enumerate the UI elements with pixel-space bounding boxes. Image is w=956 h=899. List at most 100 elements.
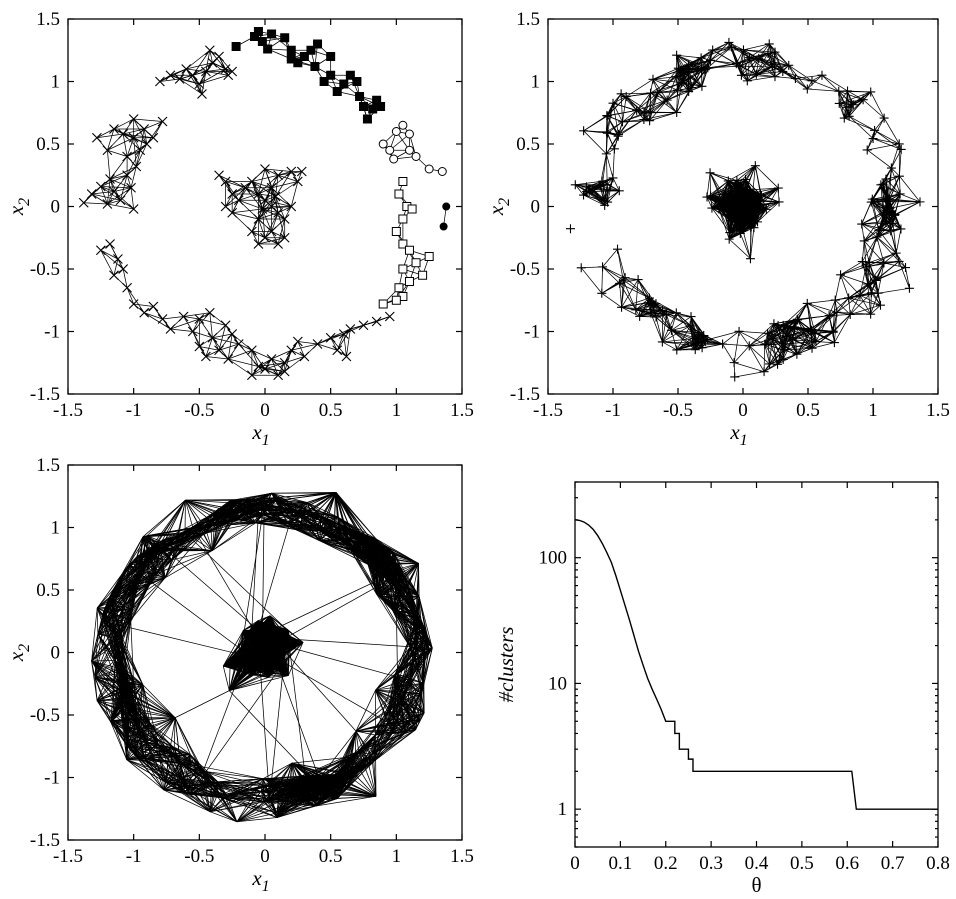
- data-point: [707, 203, 717, 213]
- data-point: [878, 209, 888, 219]
- data-point: [332, 345, 343, 356]
- graph-edge: [192, 50, 211, 76]
- graph-edge: [811, 74, 823, 82]
- data-point: [832, 307, 842, 317]
- graph-edge: [192, 71, 207, 76]
- graph-edge: [783, 341, 817, 351]
- data-point: [194, 79, 205, 89]
- graph-edge: [185, 68, 203, 95]
- data-point: [105, 174, 115, 184]
- x-tick-label: 0.5: [319, 400, 343, 421]
- data-point: [756, 189, 766, 199]
- data-point: [671, 308, 681, 318]
- graph-edge: [745, 179, 762, 196]
- graph-edge: [258, 218, 266, 238]
- data-point: [688, 341, 698, 351]
- graph-edge: [662, 341, 694, 346]
- data-point: [442, 202, 451, 211]
- data-point: [773, 359, 783, 369]
- graph-edge: [612, 148, 615, 178]
- graph-edge: [205, 337, 213, 357]
- data-point: [673, 63, 683, 73]
- graph-edge: [866, 130, 875, 151]
- graph-edge: [742, 199, 756, 230]
- graph-edge: [109, 166, 137, 180]
- data-point: [844, 111, 854, 121]
- data-point: [857, 257, 867, 267]
- data-point: [672, 107, 682, 117]
- data-point: [882, 194, 892, 204]
- data-point: [296, 166, 307, 177]
- graph-edge: [718, 208, 731, 221]
- data-point: [632, 105, 642, 115]
- graph-edge: [205, 349, 220, 357]
- graph-edge: [649, 92, 659, 113]
- data-point: [620, 273, 630, 283]
- graph-edge: [258, 187, 272, 195]
- graph-edge: [836, 311, 871, 315]
- graph-edge: [677, 69, 684, 91]
- graph-edge: [218, 343, 239, 351]
- graph-edge: [297, 341, 318, 345]
- graph-edge: [733, 345, 750, 363]
- graph-edge: [876, 237, 885, 264]
- graph-edge: [330, 337, 338, 351]
- graph-edge: [880, 184, 888, 211]
- graph-edge: [225, 181, 240, 201]
- data-point: [848, 100, 858, 110]
- data-point: [118, 264, 129, 274]
- graph-edge: [607, 96, 627, 117]
- data-point: [394, 283, 404, 293]
- graph-edge: [635, 309, 657, 318]
- data-point: [411, 152, 421, 161]
- graph-edge: [772, 66, 783, 72]
- data-point: [645, 116, 655, 126]
- graph-edge: [871, 292, 881, 306]
- graph-edge: [657, 69, 681, 93]
- data-point: [881, 216, 891, 226]
- graph-edge: [788, 65, 796, 79]
- graph-edge: [711, 207, 731, 233]
- graph-edge: [768, 43, 775, 65]
- data-point: [697, 343, 707, 353]
- graph-edge: [650, 92, 668, 101]
- graph-edge: [691, 57, 702, 88]
- graph-edge: [867, 283, 871, 315]
- graph-edge: [848, 297, 871, 315]
- data-point: [777, 339, 787, 349]
- y-tick-label: 1: [531, 72, 541, 93]
- graph-edge: [782, 303, 808, 326]
- data-point: [678, 64, 688, 74]
- graph-edge: [271, 231, 285, 239]
- graph-edge: [192, 318, 200, 332]
- graph-edge: [811, 341, 817, 349]
- data-point: [740, 190, 750, 200]
- graph-edge: [649, 112, 677, 122]
- data-point: [870, 125, 880, 135]
- graph-edge: [793, 326, 798, 355]
- data-point: [732, 200, 742, 210]
- graph-edge: [575, 184, 584, 196]
- data-point: [326, 52, 336, 61]
- x-tick-label: 1.5: [926, 400, 950, 421]
- data-point: [724, 37, 734, 47]
- graph-edge: [840, 261, 863, 276]
- data-point: [378, 139, 388, 149]
- graph-edge: [705, 63, 737, 71]
- graph-edge: [710, 42, 730, 61]
- graph-edge: [861, 223, 879, 231]
- data-point: [700, 65, 710, 75]
- graph-edge: [793, 303, 808, 328]
- graph-edge: [619, 283, 637, 310]
- graph-edge: [811, 80, 839, 92]
- data-point: [345, 324, 356, 334]
- data-point: [871, 275, 881, 285]
- data-point: [614, 186, 624, 196]
- graph-edge: [238, 343, 253, 351]
- graph-edge: [807, 303, 837, 313]
- data-point: [102, 145, 113, 156]
- data-point: [750, 195, 760, 205]
- graph-edge: [264, 168, 279, 176]
- data-point: [201, 66, 211, 77]
